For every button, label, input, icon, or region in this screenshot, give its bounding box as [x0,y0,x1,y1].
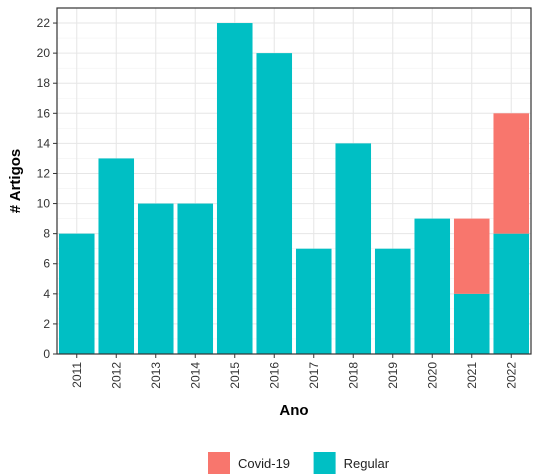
x-tick-label: 2016 [267,362,281,389]
y-tick-label: 20 [37,46,51,60]
y-tick-label: 4 [43,287,50,301]
bar-regular-2020 [414,218,451,354]
x-tick-label: 2021 [465,362,479,389]
bar-covid-19-2021 [453,218,490,294]
x-tick-label: 2022 [504,362,518,389]
y-tick-label: 16 [37,106,51,120]
x-tick-label: 2012 [109,362,123,389]
bar-regular-2013 [137,203,174,354]
x-tick-label: 2017 [307,362,321,389]
plot-panel-border [56,7,532,355]
x-tick-label: 2011 [70,362,84,388]
bars [58,23,530,355]
bar-regular-2016 [256,53,293,355]
x-axis-title: Ano [279,402,308,419]
y-tick-label: 0 [43,347,50,361]
y-tick-label: 10 [37,197,51,211]
legend-key-covid-19 [208,452,230,474]
bar-covid-19-2022 [493,113,530,234]
legend-key-regular [313,452,336,474]
y-tick-label: 8 [43,227,50,241]
bar-regular-2017 [295,248,332,354]
bar-regular-2021 [453,293,490,354]
bar-regular-2019 [374,248,411,354]
x-tick-label: 2020 [425,362,439,389]
x-tick-label: 2013 [149,362,163,389]
y-tick-label: 14 [37,136,51,150]
x-tick-label: 2019 [386,362,400,389]
bar-regular-2012 [98,158,135,354]
y-tick-label: 6 [43,257,50,271]
y-tick-label: 12 [37,166,51,180]
x-tick-label: 2018 [346,362,360,389]
x-tick-label: 2014 [188,362,202,389]
y-axis-title: # Artigos [7,149,24,213]
y-tick-label: 18 [37,76,51,90]
y-tick-label: 22 [37,16,51,30]
x-tick-label: 2015 [228,362,242,389]
legend: Covid-19 Regular [208,452,390,474]
x-axis: 2011 2012 2013 2014 2015 2016 2017 2018 2019 2020… [70,354,518,389]
bar-regular-2011 [58,233,95,354]
bar-regular-2018 [335,143,372,354]
y-tick-label: 2 [43,317,50,331]
y-axis: 0 2 4 6 8 10 12 14 16 18 20 22 [37,16,57,361]
bar-regular-2022 [493,233,530,354]
bar-regular-2015 [216,23,253,354]
bar-regular-2014 [177,203,214,354]
legend-label-regular: Regular [344,456,390,471]
legend-label-covid-19: Covid-19 [238,456,290,471]
